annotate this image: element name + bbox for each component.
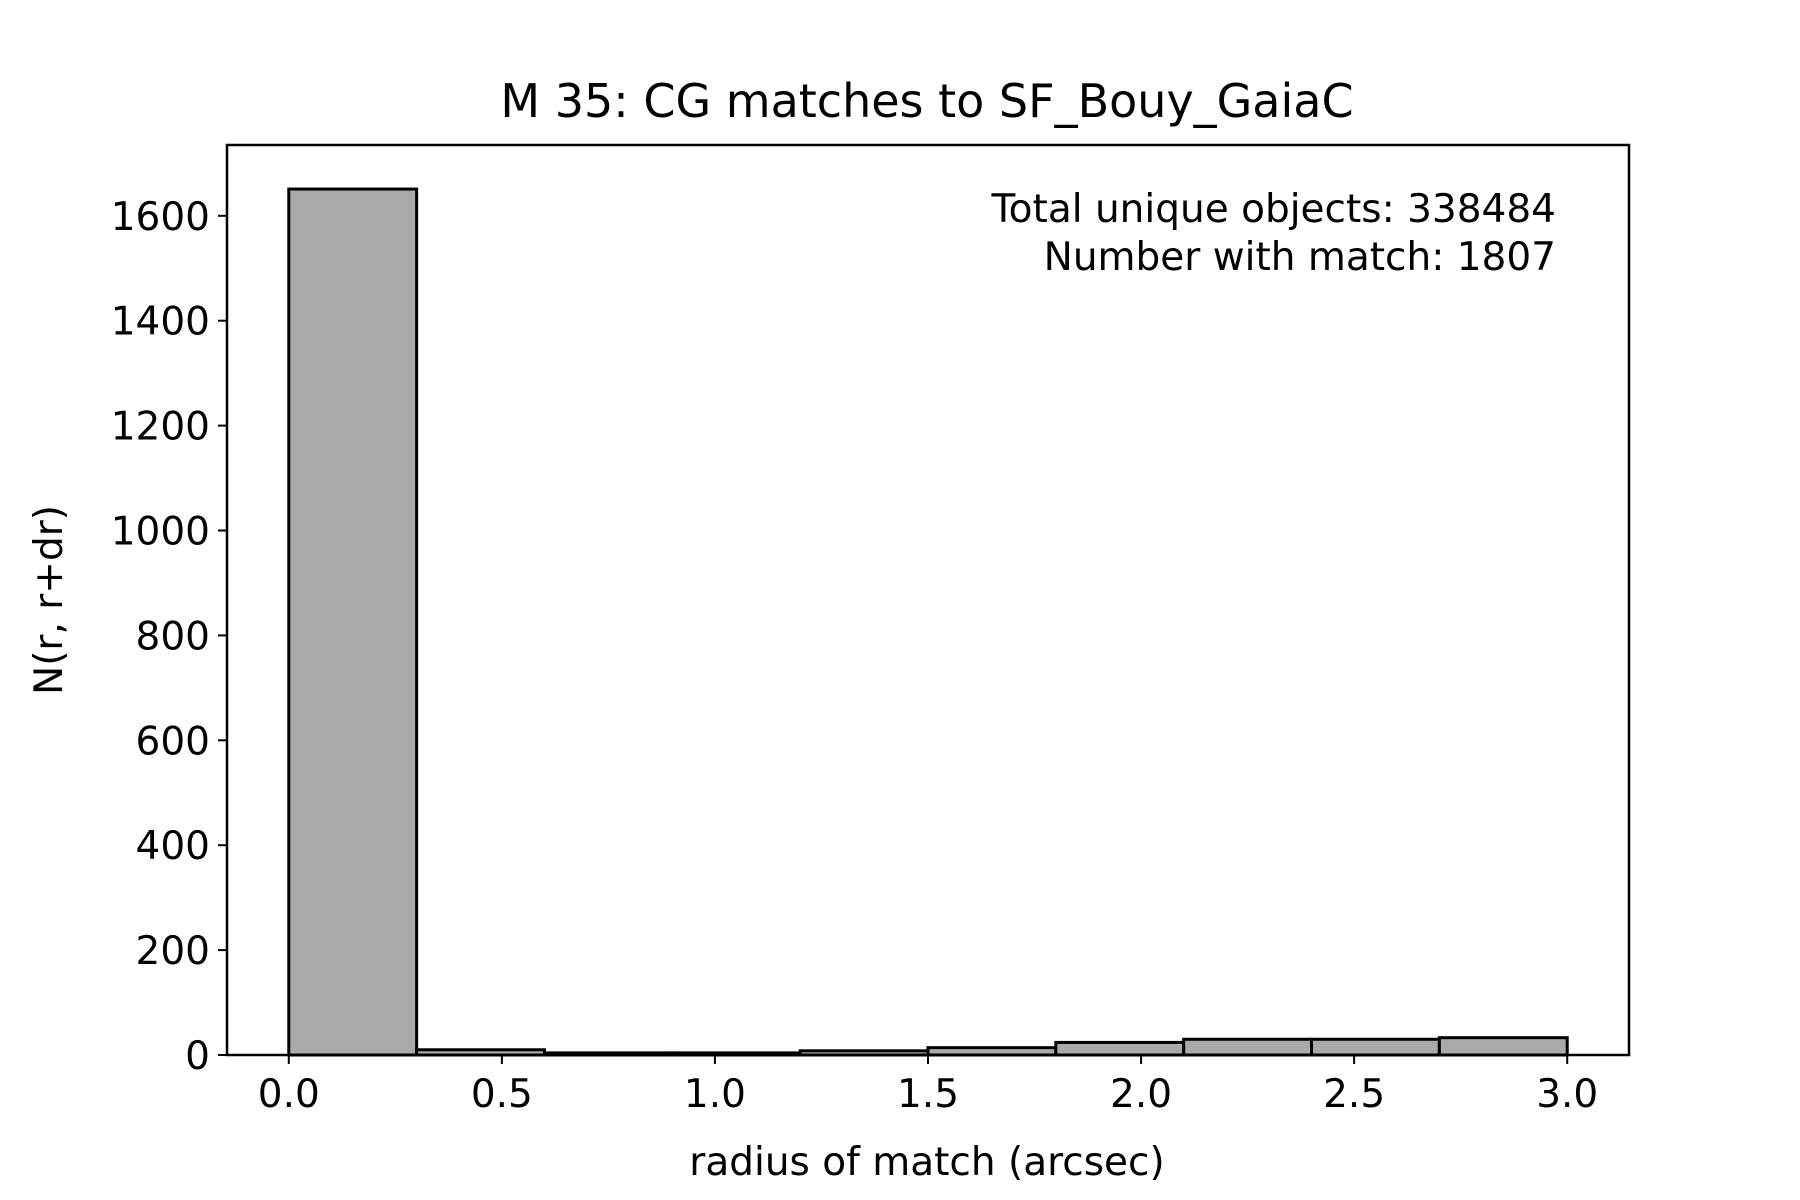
x-tick-label: 3.0: [1536, 1072, 1598, 1117]
x-tick-label: 2.0: [1110, 1072, 1172, 1117]
annotation-total-unique: Total unique objects: 338484: [990, 187, 1556, 232]
y-tick-label: 0: [185, 1034, 210, 1079]
y-axis-ticks: 0 200 400 600 800 1000 1200 1400 1600: [111, 195, 227, 1079]
x-tick-label: 1.0: [684, 1072, 746, 1117]
histogram-bar: [287, 187, 419, 1057]
y-tick-label: 1600: [111, 195, 210, 240]
chart-title: M 35: CG matches to SF_Bouy_GaiaC: [500, 74, 1353, 128]
x-axis-ticks: 0.0 0.5 1.0 1.5 2.0 2.5 3.0: [258, 1055, 1598, 1117]
x-axis-label: radius of match (arcsec): [689, 1140, 1164, 1185]
x-tick-label: 2.5: [1323, 1072, 1385, 1117]
histogram-bar: [1182, 1037, 1314, 1057]
x-tick-label: 0.0: [258, 1072, 320, 1117]
histogram-bar: [1437, 1036, 1569, 1057]
y-tick-label: 200: [136, 929, 210, 974]
y-tick-label: 1000: [111, 510, 210, 555]
x-tick-label: 1.5: [897, 1072, 959, 1117]
x-tick-label: 0.5: [471, 1072, 533, 1117]
y-tick-label: 600: [136, 719, 210, 764]
annotation-number-with-match: Number with match: 1807: [1044, 235, 1556, 280]
histogram-bar: [1054, 1040, 1186, 1057]
y-tick-label: 800: [136, 614, 210, 659]
y-tick-label: 1400: [111, 300, 210, 345]
y-tick-label: 1200: [111, 405, 210, 450]
histogram-bar: [1310, 1037, 1441, 1057]
y-axis-label: N(r, r+dr): [27, 505, 72, 695]
y-tick-label: 400: [136, 824, 210, 869]
